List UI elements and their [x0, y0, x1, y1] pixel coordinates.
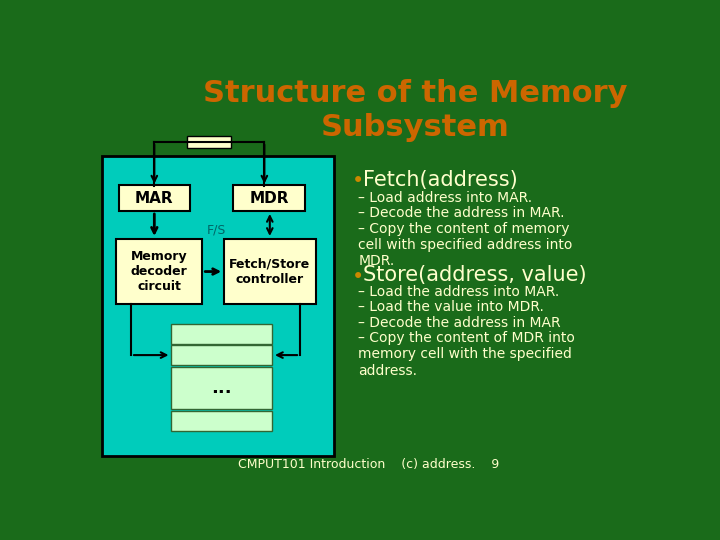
Text: •: • [352, 171, 364, 191]
Text: Memory
decoder
circuit: Memory decoder circuit [130, 250, 187, 293]
Bar [171, 367, 272, 409]
Bar [224, 239, 315, 304]
Bar [102, 156, 334, 456]
Text: – Decode the address in MAR: – Decode the address in MAR [358, 316, 561, 330]
Bar [171, 345, 272, 365]
Text: – Copy the content of MDR into
memory cell with the specified
address.: – Copy the content of MDR into memory ce… [358, 331, 575, 377]
Text: Fetch(address): Fetch(address) [363, 170, 518, 190]
Bar [187, 136, 231, 148]
Text: – Decode the address in MAR.: – Decode the address in MAR. [358, 206, 564, 220]
Text: MAR: MAR [135, 191, 174, 206]
Bar [116, 239, 202, 304]
Bar [119, 185, 190, 211]
Bar [171, 323, 272, 343]
Text: – Load address into MAR.: – Load address into MAR. [358, 191, 532, 205]
Text: Fetch/Store
controller: Fetch/Store controller [229, 258, 310, 286]
Text: – Load the value into MDR.: – Load the value into MDR. [358, 300, 544, 314]
Text: MDR: MDR [249, 191, 289, 206]
Text: CMPUT101 Introduction    (c) address.    9: CMPUT101 Introduction (c) address. 9 [238, 458, 500, 471]
Bar [233, 185, 305, 211]
Text: Structure of the Memory: Structure of the Memory [203, 79, 628, 107]
Bar [171, 410, 272, 430]
Text: – Copy the content of memory
cell with specified address into
MDR.: – Copy the content of memory cell with s… [358, 222, 572, 268]
Text: Store(address, value): Store(address, value) [363, 265, 586, 285]
Text: F/S: F/S [207, 224, 226, 237]
Text: Subsystem: Subsystem [321, 112, 510, 141]
Text: •: • [352, 267, 364, 287]
Text: – Load the address into MAR.: – Load the address into MAR. [358, 285, 559, 299]
Text: ...: ... [212, 379, 232, 397]
